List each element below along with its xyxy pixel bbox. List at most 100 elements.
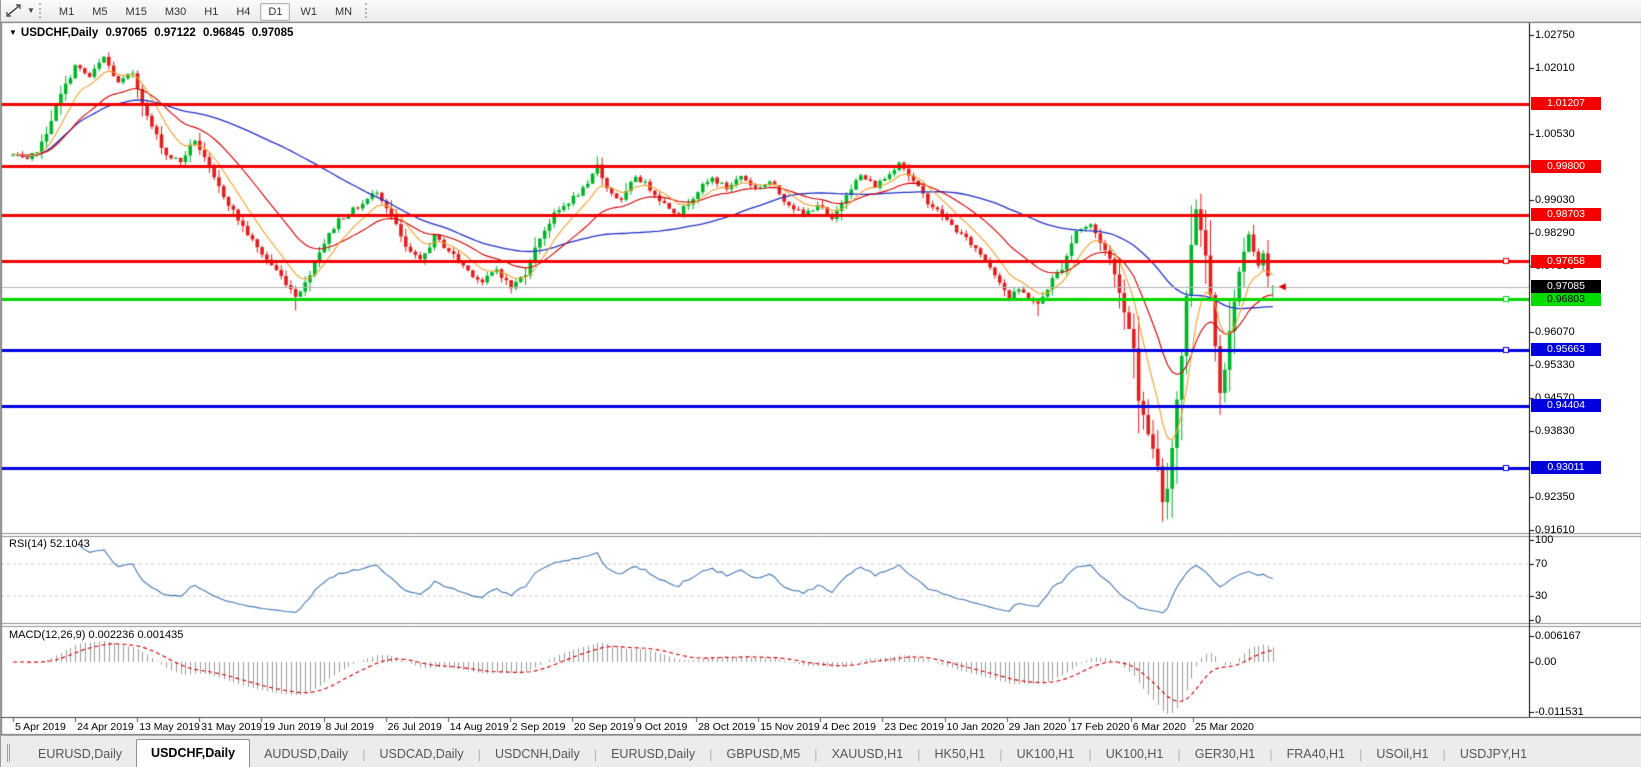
chart-tab-USDJPY-H1[interactable]: USDJPY,H1 xyxy=(1459,747,1528,761)
timeframe-button-D1[interactable]: D1 xyxy=(260,2,291,21)
date-axis-label: 23 Dec 2019 xyxy=(884,721,944,733)
chevron-down-icon[interactable]: ▼ xyxy=(27,6,35,15)
tab-divider: | xyxy=(709,747,713,762)
rsi-axis-label: 30 xyxy=(1535,590,1548,602)
date-axis-label: 5 Apr 2019 xyxy=(15,721,66,733)
ohlc-high: 0.97122 xyxy=(154,27,196,39)
current-price-label: 0.97085 xyxy=(1531,280,1601,294)
price-line-label-1.01207[interactable]: 1.01207 xyxy=(1531,97,1601,111)
chart-tab-bar: EURUSD,Daily USDCHF,Daily AUDUSD,Daily | USD… xyxy=(1,735,1641,767)
tab-divider: | xyxy=(1088,747,1092,762)
chart-tab-USDCAD-Daily[interactable]: USDCAD,Daily xyxy=(379,747,464,761)
chart-tab-GER30-H1[interactable]: GER30,H1 xyxy=(1194,747,1256,761)
rsi-indicator-label: RSI(14) 52.1043 xyxy=(9,538,90,550)
chart-tab-FRA40-H1[interactable]: FRA40,H1 xyxy=(1286,747,1345,761)
date-axis-label: 9 Oct 2019 xyxy=(636,721,688,733)
rsi-axis-label: 0 xyxy=(1535,614,1542,626)
tab-divider: | xyxy=(917,747,921,762)
timeframe-button-M5[interactable]: M5 xyxy=(92,5,108,18)
chart-tab-HK50-H1[interactable]: HK50,H1 xyxy=(934,747,986,761)
price-line-label-0.99800[interactable]: 0.99800 xyxy=(1531,159,1601,173)
date-axis-label: 24 Apr 2019 xyxy=(77,721,134,733)
macd-axis-label: 0.00 xyxy=(1535,656,1557,668)
price-axis-tick-label: 0.92350 xyxy=(1535,491,1575,504)
chart-tab-UK100-H1[interactable]: UK100,H1 xyxy=(1105,747,1164,761)
ohlc-open: 0.97065 xyxy=(105,27,148,39)
chart-tab-XAUUSD-H1[interactable]: XAUUSD,H1 xyxy=(831,747,904,761)
rsi-axis-label: 70 xyxy=(1535,558,1548,570)
price-line-label-0.94404[interactable]: 0.94404 xyxy=(1531,399,1601,413)
tab-divider: | xyxy=(1177,747,1181,762)
macd-axis-label: 0.006167 xyxy=(1535,630,1581,642)
date-axis-label: 8 Jul 2019 xyxy=(325,721,374,733)
timeframe-buttons: M1 M5 M15 M30 H1 H4 D1 W1 MN xyxy=(50,2,361,21)
date-axis-label: 29 Jan 2020 xyxy=(1008,721,1067,733)
chart-tab-GBPUSD-M5[interactable]: GBPUSD,M5 xyxy=(726,747,801,761)
timeframe-button-H4[interactable]: H4 xyxy=(236,5,251,18)
tab-divider: | xyxy=(1442,747,1446,762)
tab-divider: | xyxy=(1269,747,1273,762)
timeframe-toolbar: ▼ M1 M5 M15 M30 H1 H4 D1 W1 MN xyxy=(1,0,1641,22)
chart-window: ▼ USDCHF,Daily 0.97065 0.97122 0.96845 0.… xyxy=(1,22,1641,735)
price-axis-tick-label: 1.02750 xyxy=(1535,29,1575,41)
chart-tab-USDCNH-Daily[interactable]: USDCNH,Daily xyxy=(494,747,580,761)
date-axis-label: 6 Mar 2020 xyxy=(1132,721,1186,733)
price-axis-tick-label: 1.00530 xyxy=(1535,127,1575,140)
toolbar-grip-handle-2[interactable] xyxy=(365,3,370,18)
price-line-label-0.96803[interactable]: 0.96803 xyxy=(1531,292,1601,306)
macd-main-value: 0.002236 xyxy=(88,629,135,641)
chart-tab-EURUSD-Daily[interactable]: EURUSD,Daily xyxy=(38,747,123,761)
rsi-axis-label: 100 xyxy=(1535,534,1554,546)
date-axis-label: 31 May 2019 xyxy=(201,721,263,733)
date-axis-label: 25 Mar 2020 xyxy=(1194,721,1254,733)
timeframe-button-M1[interactable]: M1 xyxy=(58,5,75,18)
chart-tab-UK100-H1[interactable]: UK100,H1 xyxy=(1016,747,1075,761)
tab-divider: | xyxy=(1358,747,1363,762)
chart-tab-USOil-H1[interactable]: USOil,H1 xyxy=(1376,747,1429,761)
chart-canvas[interactable] xyxy=(1,22,1641,735)
date-axis-label: 10 Jan 2020 xyxy=(946,721,1005,733)
price-line-label-0.97658[interactable]: 0.97658 xyxy=(1531,254,1601,268)
tabbar-grip-handle[interactable] xyxy=(7,744,14,762)
tab-divider: | xyxy=(477,747,481,762)
tab-divider: | xyxy=(814,747,818,762)
price-line-label-0.93011[interactable]: 0.93011 xyxy=(1531,461,1601,475)
date-axis-label: 17 Feb 2020 xyxy=(1070,721,1130,733)
macd-axis-label: -0.011531 xyxy=(1535,706,1584,718)
price-axis-tick-label: 0.93830 xyxy=(1535,425,1575,438)
price-axis-tick-label: 0.95330 xyxy=(1535,358,1575,371)
date-axis-label: 19 Jun 2019 xyxy=(263,721,322,733)
date-axis-label: 26 Jul 2019 xyxy=(387,721,442,733)
chart-menu-triangle-icon[interactable]: ▼ xyxy=(9,28,17,37)
price-axis-tick-label: 1.02010 xyxy=(1535,61,1575,74)
macd-indicator-label: MACD(12,26,9) 0.002236 0.001435 xyxy=(9,629,183,641)
chart-tab-USDCHF-Daily[interactable]: USDCHF,Daily xyxy=(136,739,251,767)
crosshair-cursor-glyph xyxy=(6,4,21,17)
crosshair-cursor-icon[interactable] xyxy=(3,3,24,18)
tab-divider: | xyxy=(362,747,366,762)
price-axis-tick-label: 0.99030 xyxy=(1535,194,1575,207)
ohlc-low: 0.96845 xyxy=(203,27,245,39)
tab-divider: | xyxy=(593,747,598,762)
price-line-label-0.95663[interactable]: 0.95663 xyxy=(1531,343,1601,357)
date-axis-label: 28 Oct 2019 xyxy=(698,721,756,733)
timeframe-button-M30[interactable]: M30 xyxy=(164,5,187,18)
macd-name: MACD(12,26,9) xyxy=(9,629,86,641)
timeframe-button-MN[interactable]: MN xyxy=(334,5,353,18)
timeframe-button-W1[interactable]: W1 xyxy=(300,5,317,18)
timeframe-button-H1[interactable]: H1 xyxy=(204,5,219,18)
chart-tab-AUDUSD-Daily[interactable]: AUDUSD,Daily xyxy=(264,747,349,761)
timeframe-button-M15[interactable]: M15 xyxy=(125,5,147,18)
price-axis-tick-label: 0.98290 xyxy=(1535,227,1575,240)
price-line-label-0.98703[interactable]: 0.98703 xyxy=(1531,208,1601,222)
chart-symbol: USDCHF,Daily xyxy=(20,27,99,39)
date-axis-label: 4 Dec 2019 xyxy=(822,721,877,733)
date-axis-label: 14 Aug 2019 xyxy=(449,721,509,733)
price-axis-tick-label: 0.91610 xyxy=(1535,523,1575,536)
chart-tab-EURUSD-Daily[interactable]: EURUSD,Daily xyxy=(611,747,696,761)
date-axis-label: 20 Sep 2019 xyxy=(573,721,634,733)
date-axis-label: 2 Sep 2019 xyxy=(511,721,566,733)
ohlc-close: 0.97085 xyxy=(251,27,294,39)
toolbar-grip-handle[interactable] xyxy=(38,3,44,18)
